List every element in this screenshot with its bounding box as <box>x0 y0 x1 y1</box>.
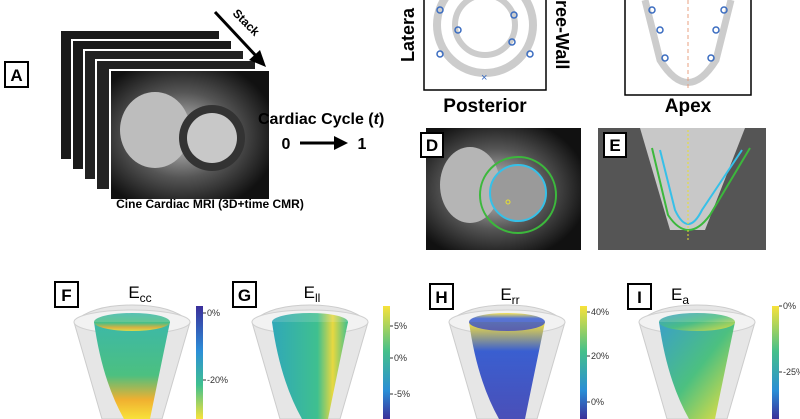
label-box <box>603 132 627 158</box>
cycle-var: t <box>374 111 380 128</box>
title-letter: E <box>304 283 315 302</box>
surface-rim <box>469 313 545 331</box>
strain-title: Ea <box>671 285 689 307</box>
panel-label: G <box>238 286 251 305</box>
panel-label: E <box>609 136 620 155</box>
colorbar-label: 0% <box>207 308 220 318</box>
colorbar-label: 5% <box>394 321 407 331</box>
panel-label: F <box>61 286 71 305</box>
panel-label: H <box>435 288 447 307</box>
surface-rim <box>272 313 348 331</box>
ring-diagram: × <box>433 0 537 84</box>
title-letter: E <box>500 285 511 304</box>
label-box <box>4 61 29 88</box>
title-sub: ll <box>315 291 320 305</box>
contour <box>479 156 557 234</box>
panel-label: I <box>637 288 642 307</box>
strain-panels: F Ecc 0% -20% G Ell 5% 0% -5% H Err 40% 20% 0% I Ea 0% -2… <box>54 281 800 419</box>
strain-title: Ecc <box>128 283 151 305</box>
colorbar-label: -25% <box>783 367 800 377</box>
cycle-text: Cardiac Cycle ( <box>258 111 374 128</box>
strain-surface <box>659 322 735 419</box>
strain-surface <box>272 322 348 419</box>
title-sub: a <box>682 293 689 307</box>
colorbar-label: 0% <box>783 301 796 311</box>
colorbar-label: 40% <box>591 307 609 317</box>
cycle-end: 1 <box>358 136 367 153</box>
cycle-start: 0 <box>282 136 291 153</box>
colorbar-label: 0% <box>591 397 604 407</box>
strain-title: Ell <box>304 283 321 305</box>
contour <box>489 164 547 222</box>
colorbar-label: -20% <box>207 375 228 385</box>
label-box <box>54 281 79 308</box>
svg-text:×: × <box>481 72 487 84</box>
title-sub: rr <box>512 293 520 307</box>
label-box <box>420 132 444 158</box>
side-label: Latera <box>398 7 418 62</box>
axis-label: Apex <box>665 96 712 117</box>
panel-label: A <box>10 66 22 85</box>
caption: Cine Cardiac MRI (3D+time CMR) <box>116 197 304 211</box>
colorbar-label: -5% <box>394 389 410 399</box>
strain-surface <box>469 322 545 419</box>
center <box>505 199 511 205</box>
label-box <box>232 281 257 308</box>
mri-region <box>440 147 500 223</box>
cycle-text: ) <box>379 111 384 128</box>
strain-title: Err <box>500 285 519 307</box>
cycle-label: Cardiac Cycle (t) <box>258 111 384 128</box>
title-letter: E <box>128 283 139 302</box>
colorbar <box>580 306 587 419</box>
colorbar <box>772 306 779 419</box>
colorbar-label: 0% <box>394 353 407 363</box>
surface-rim <box>94 313 170 331</box>
title-sub: cc <box>140 291 152 305</box>
mri-stack <box>59 29 271 201</box>
colorbar <box>383 306 390 419</box>
long-axis-diagram <box>641 0 735 90</box>
side-label: ree-Wall <box>552 0 572 69</box>
stack-arrow <box>213 10 260 60</box>
title-letter: E <box>671 285 682 304</box>
label-box <box>429 283 454 310</box>
label-box <box>627 283 652 310</box>
arrow-head <box>334 136 348 150</box>
colorbar-label: 20% <box>591 351 609 361</box>
strain-surface <box>94 322 170 419</box>
panel-label: D <box>426 136 438 155</box>
arrow-head <box>249 50 266 67</box>
colorbar <box>196 306 203 419</box>
surface-rim <box>659 313 735 331</box>
axis-label: Posterior <box>443 96 527 117</box>
